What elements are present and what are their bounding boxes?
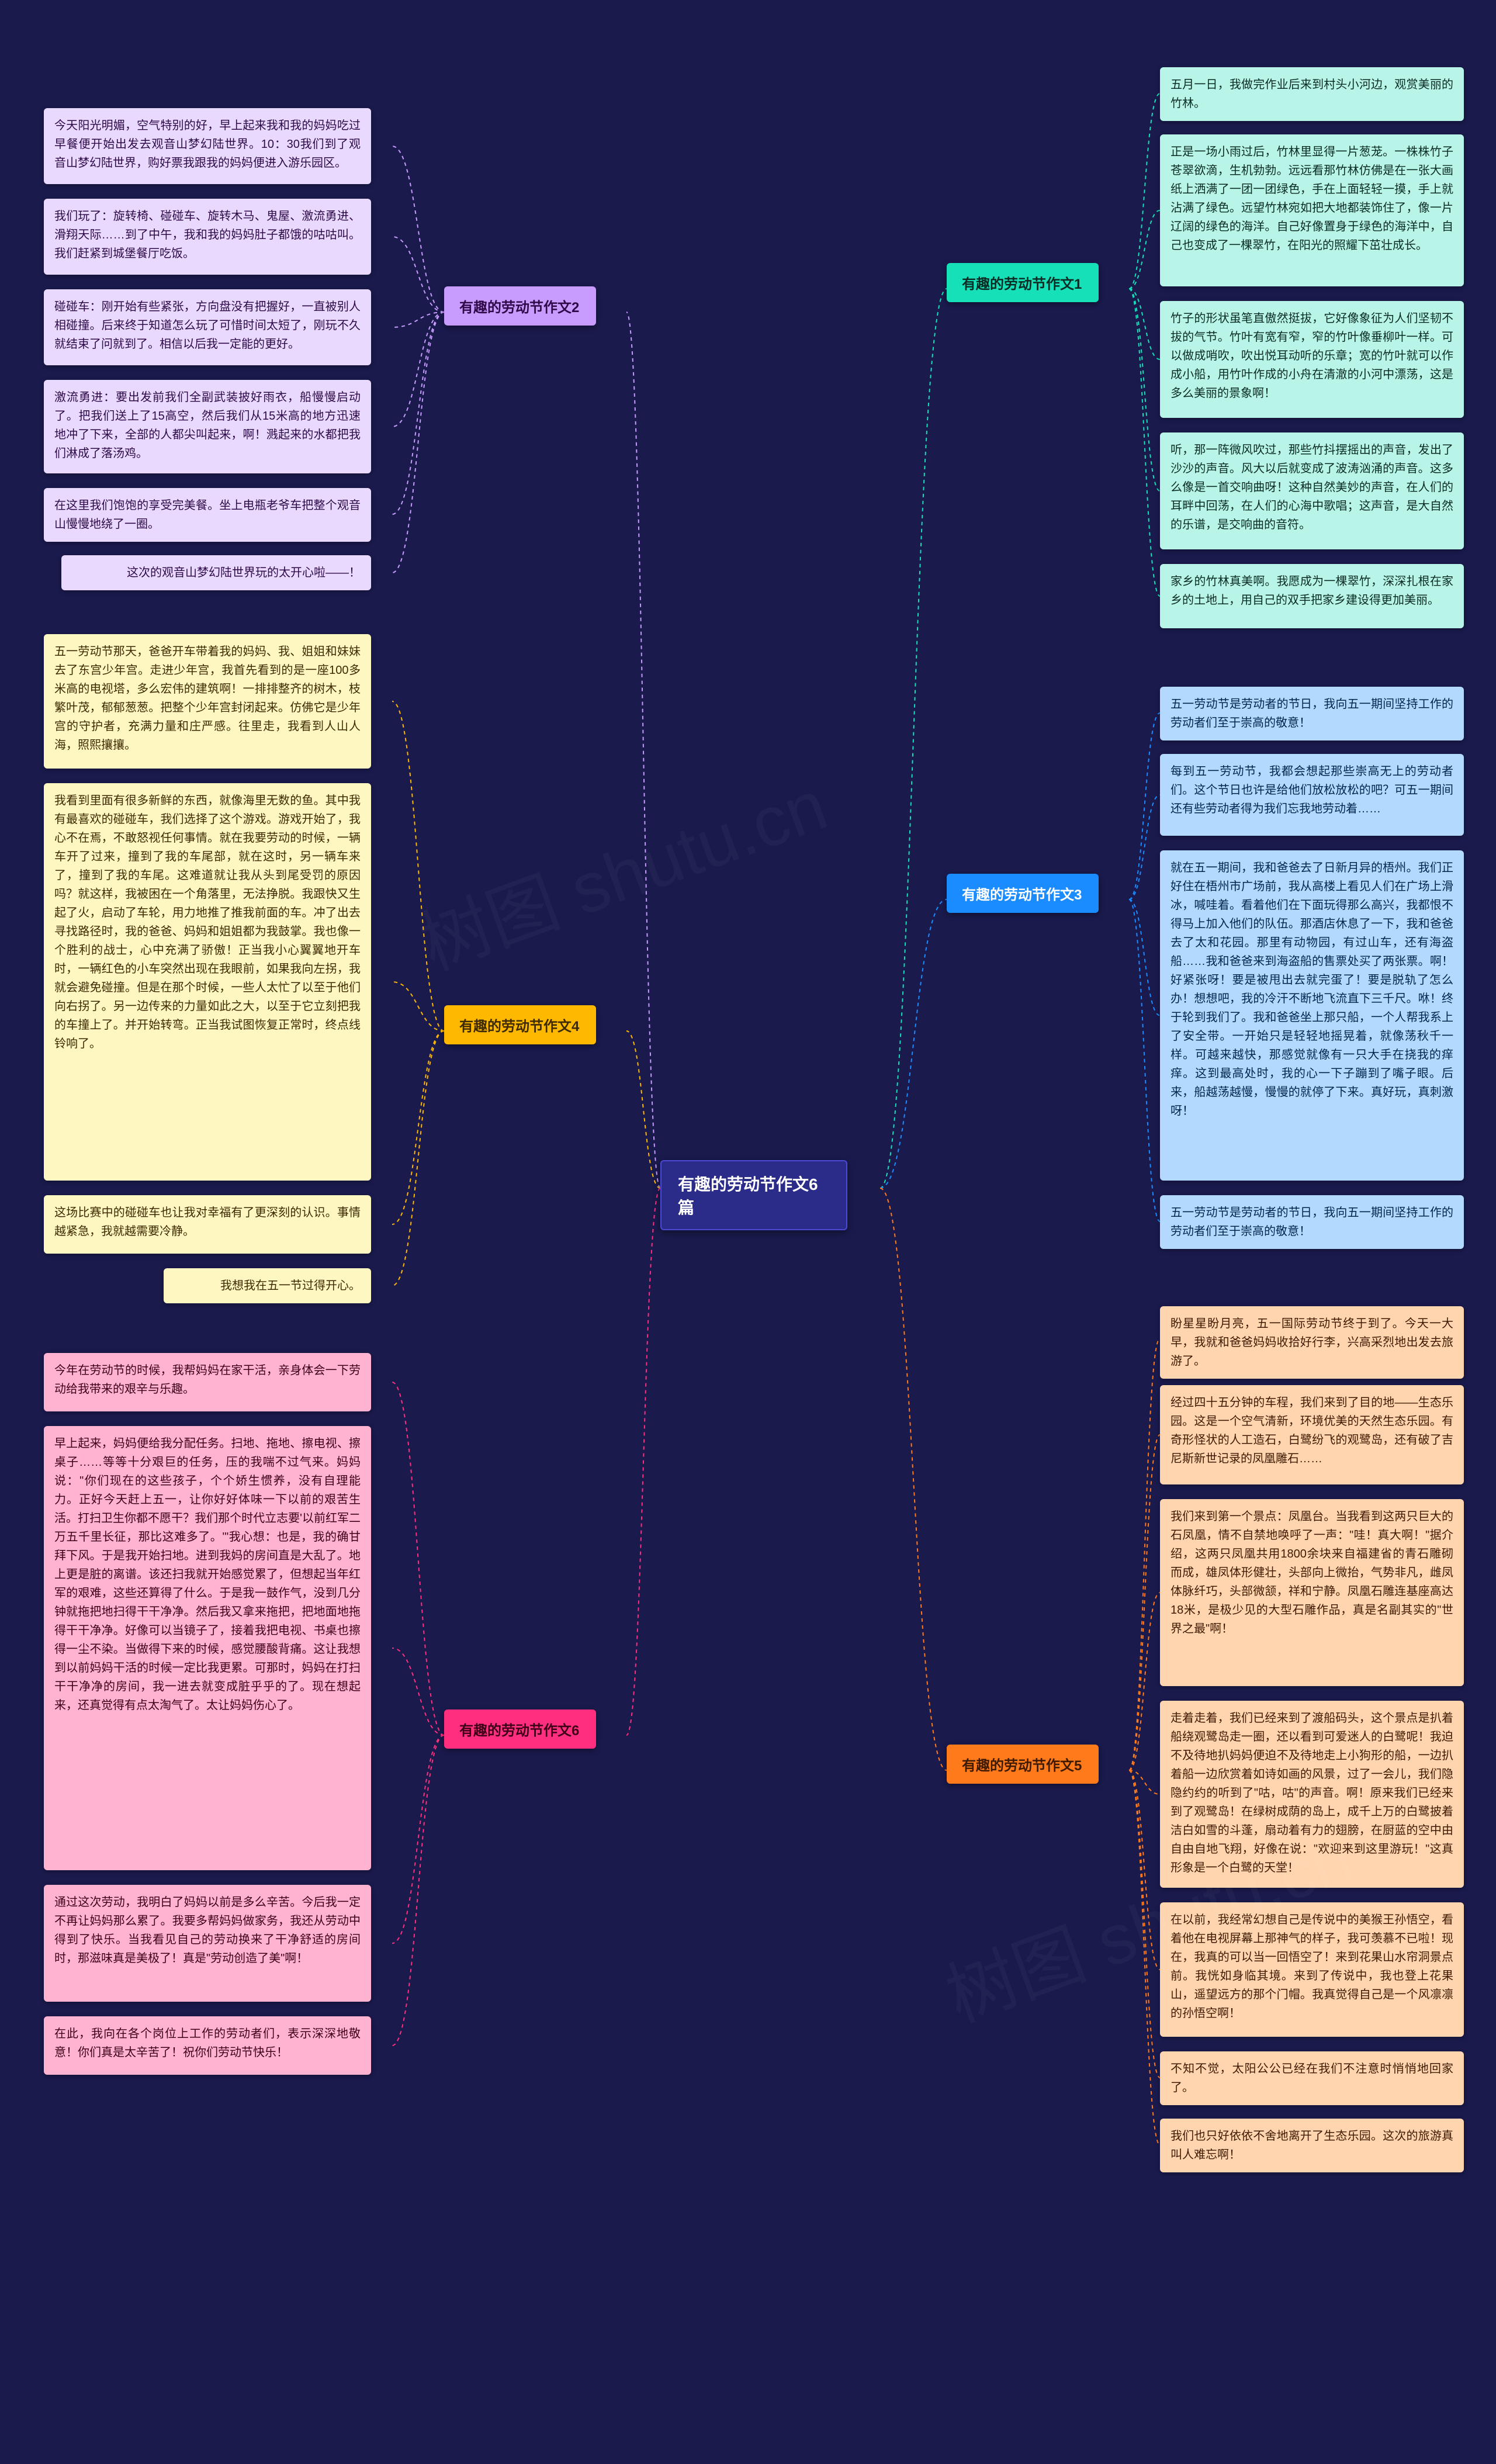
leaf-b5-19: 盼星星盼月亮，五一国际劳动节终于到了。今天一大早，我就和爸爸妈妈收拾好行李，兴高… bbox=[1160, 1306, 1464, 1379]
leaf-b6-26: 今年在劳动节的时候，我帮妈妈在家干活，亲身体会一下劳动给我带来的艰辛与乐趣。 bbox=[44, 1353, 371, 1411]
leaf-b4-15: 五一劳动节那天，爸爸开车带着我的妈妈、我、姐姐和妹妹去了东宫少年宫。走进少年宫，… bbox=[44, 634, 371, 769]
leaf-b6-27: 早上起来，妈妈便给我分配任务。扫地、拖地、擦电视、擦桌子……等等十分艰巨的任务，… bbox=[44, 1426, 371, 1870]
leaf-b4-18: 我想我在五一节过得开心。 bbox=[164, 1268, 371, 1303]
leaf-b1-4: 家乡的竹林真美啊。我愿成为一棵翠竹，深深扎根在家乡的土地上，用自己的双手把家乡建… bbox=[1160, 564, 1464, 628]
leaf-b5-24: 不知不觉，太阳公公已经在我们不注意时悄悄地回家了。 bbox=[1160, 2051, 1464, 2105]
leaf-b1-1: 正是一场小雨过后，竹林里显得一片葱茏。一株株竹子苍翠欲滴，生机勃勃。远远看那竹林… bbox=[1160, 134, 1464, 286]
leaf-b3-11: 五一劳动节是劳动者的节日，我向五一期间坚持工作的劳动者们至于崇高的敬意！ bbox=[1160, 687, 1464, 740]
leaf-b2-10: 这次的观音山梦幻陆世界玩的太开心啦——！ bbox=[61, 555, 371, 590]
leaf-b4-17: 这场比赛中的碰碰车也让我对幸福有了更深刻的认识。事情越紧急，我就越需要冷静。 bbox=[44, 1195, 371, 1254]
branch-b6: 有趣的劳动节作文6 bbox=[444, 1709, 596, 1749]
leaf-b2-5: 今天阳光明媚，空气特别的好，早上起来我和我的妈妈吃过早餐便开始出发去观音山梦幻陆… bbox=[44, 108, 371, 184]
leaf-b3-13: 就在五一期间，我和爸爸去了日新月异的梧州。我们正好住在梧州市广场前，我从高楼上看… bbox=[1160, 850, 1464, 1181]
leaf-b5-21: 我们来到第一个景点：凤凰台。当我看到这两只巨大的石凤凰，情不自禁地唤呼了一声："… bbox=[1160, 1499, 1464, 1686]
leaf-b2-6: 我们玩了：旋转椅、碰碰车、旋转木马、鬼屋、激流勇进、滑翔天际……到了中午，我和我… bbox=[44, 199, 371, 275]
leaf-b2-7: 碰碰车：刚开始有些紧张，方向盘没有把握好，一直被别人相碰撞。后来终于知道怎么玩了… bbox=[44, 289, 371, 365]
leaf-b5-22: 走着走着，我们已经来到了渡船码头，这个景点是扒着船绕观鹭岛走一圈，还以看到可爱迷… bbox=[1160, 1701, 1464, 1888]
leaf-b6-29: 在此，我向在各个岗位上工作的劳动者们，表示深深地敬意！你们真是太辛苦了！祝你们劳… bbox=[44, 2016, 371, 2075]
root-node: 有趣的劳动节作文6篇 bbox=[660, 1160, 847, 1230]
leaf-b3-12: 每到五一劳动节，我都会想起那些崇高无上的劳动者们。这个节日也许是给他们放松放松的… bbox=[1160, 754, 1464, 836]
watermark: 树图 shutu.cn bbox=[404, 749, 839, 989]
leaf-b2-8: 激流勇进：要出发前我们全副武装披好雨衣，船慢慢启动了。把我们送上了15高空，然后… bbox=[44, 380, 371, 473]
leaf-b1-3: 听，那一阵微风吹过，那些竹抖摆摇出的声音，发出了沙沙的声音。风大以后就变成了波涛… bbox=[1160, 432, 1464, 549]
leaf-b5-20: 经过四十五分钟的车程，我们来到了目的地——生态乐园。这是一个空气清新，环境优美的… bbox=[1160, 1385, 1464, 1484]
leaf-b3-14: 五一劳动节是劳动者的节日，我向五一期间坚持工作的劳动者们至于崇高的敬意！ bbox=[1160, 1195, 1464, 1249]
leaf-b5-23: 在以前，我经常幻想自己是传说中的美猴王孙悟空，看着他在电视屏幕上那神气的样子，我… bbox=[1160, 1902, 1464, 2037]
leaf-b1-2: 竹子的形状虽笔直傲然挺拔，它好像象征为人们坚韧不拔的气节。竹叶有宽有窄，窄的竹叶… bbox=[1160, 301, 1464, 418]
branch-b1: 有趣的劳动节作文1 bbox=[947, 263, 1099, 302]
leaf-b4-16: 我看到里面有很多新鲜的东西，就像海里无数的鱼。其中我有最喜欢的碰碰车，我们选择了… bbox=[44, 783, 371, 1181]
leaf-b5-25: 我们也只好依依不舍地离开了生态乐园。这次的旅游真叫人难忘啊！ bbox=[1160, 2119, 1464, 2172]
leaf-b6-28: 通过这次劳动，我明白了妈妈以前是多么辛苦。今后我一定不再让妈妈那么累了。我要多帮… bbox=[44, 1885, 371, 2002]
leaf-b1-0: 五月一日，我做完作业后来到村头小河边，观赏美丽的竹林。 bbox=[1160, 67, 1464, 121]
branch-b5: 有趣的劳动节作文5 bbox=[947, 1745, 1099, 1784]
branch-b4: 有趣的劳动节作文4 bbox=[444, 1005, 596, 1044]
branch-b3: 有趣的劳动节作文3 bbox=[947, 874, 1099, 913]
branch-b2: 有趣的劳动节作文2 bbox=[444, 286, 596, 326]
leaf-b2-9: 在这里我们饱饱的享受完美餐。坐上电瓶老爷车把整个观音山慢慢地绕了一圈。 bbox=[44, 488, 371, 542]
